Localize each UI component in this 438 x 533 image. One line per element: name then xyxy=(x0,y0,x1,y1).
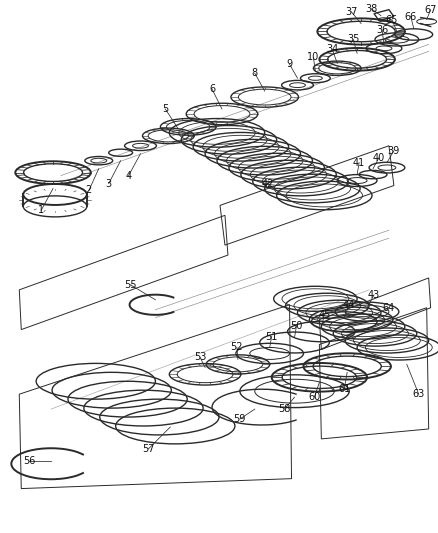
Text: 44: 44 xyxy=(342,300,354,310)
Text: 8: 8 xyxy=(251,68,257,78)
Text: 6: 6 xyxy=(208,84,215,94)
Text: 67: 67 xyxy=(424,5,436,14)
Text: 60: 60 xyxy=(307,392,320,402)
Text: 43: 43 xyxy=(367,290,379,300)
Text: 1: 1 xyxy=(38,205,44,215)
Text: 58: 58 xyxy=(278,404,290,414)
Text: 66: 66 xyxy=(404,12,416,22)
Text: 2: 2 xyxy=(85,185,92,196)
Text: 42: 42 xyxy=(261,179,273,189)
Text: 4: 4 xyxy=(125,171,131,181)
Text: 65: 65 xyxy=(385,14,397,25)
Text: 45: 45 xyxy=(318,310,330,320)
Text: 41: 41 xyxy=(352,158,364,168)
Text: 34: 34 xyxy=(325,44,338,54)
Text: 55: 55 xyxy=(124,280,137,290)
Text: 35: 35 xyxy=(346,35,359,44)
Text: 53: 53 xyxy=(194,352,206,362)
Text: 36: 36 xyxy=(375,25,387,35)
Text: 61: 61 xyxy=(337,384,350,394)
Text: 63: 63 xyxy=(412,389,424,399)
Text: 40: 40 xyxy=(372,152,384,163)
Text: 59: 59 xyxy=(233,414,245,424)
Text: 39: 39 xyxy=(387,146,399,156)
Text: 10: 10 xyxy=(307,52,319,62)
Text: 9: 9 xyxy=(286,59,292,69)
Text: 38: 38 xyxy=(364,4,376,14)
Text: 3: 3 xyxy=(106,179,112,189)
Text: 56: 56 xyxy=(23,456,35,466)
Text: 50: 50 xyxy=(290,321,302,330)
Text: 37: 37 xyxy=(344,6,357,17)
Text: 51: 51 xyxy=(265,332,277,342)
Text: 64: 64 xyxy=(382,303,394,313)
Text: 57: 57 xyxy=(142,444,154,454)
Text: 5: 5 xyxy=(162,104,168,114)
Text: 52: 52 xyxy=(230,343,243,352)
